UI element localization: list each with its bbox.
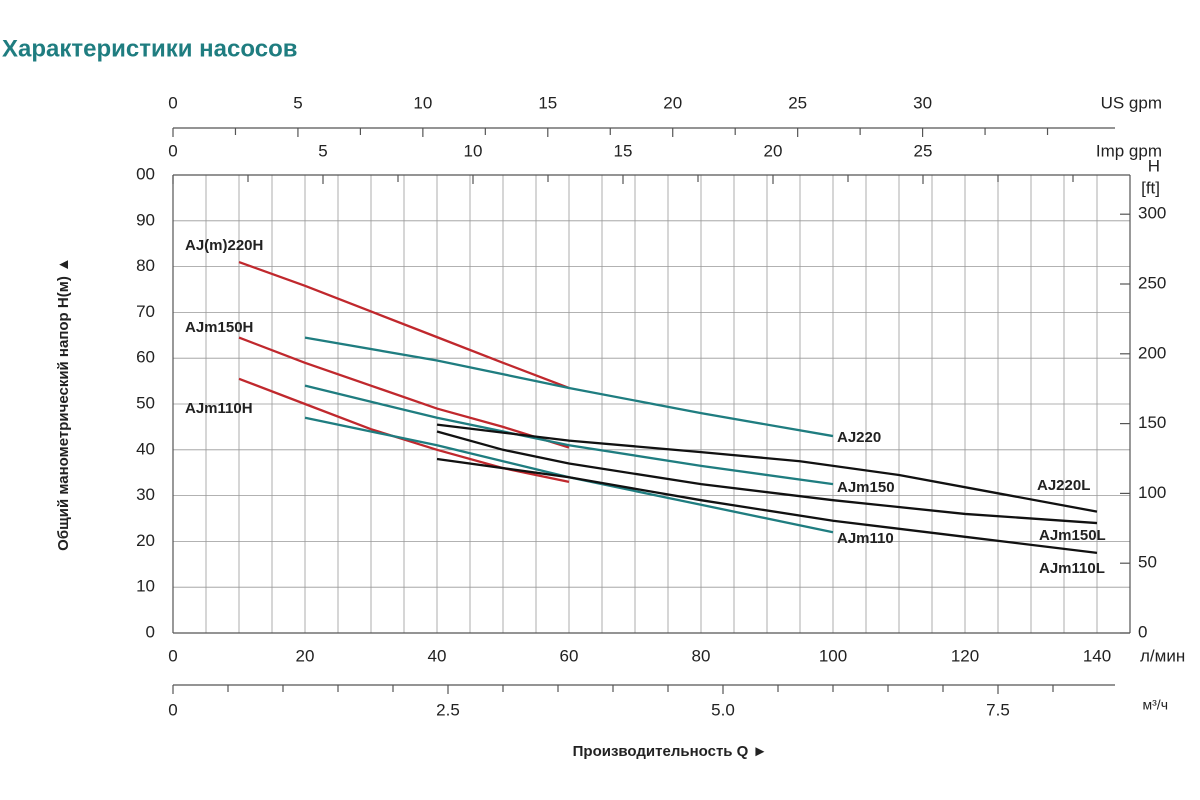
tick-label: 2.5 [436, 700, 460, 719]
tick-label: 5.0 [711, 700, 735, 719]
y2-tick-label: 100 [1138, 483, 1166, 502]
series-label: AJ220L [1037, 477, 1090, 494]
chart-title: Характеристики насосов [2, 35, 297, 62]
y-tick-label: 90 [136, 210, 155, 229]
series-line [238, 336, 570, 449]
x-tick-label: 0 [168, 646, 177, 665]
tick-label: 0 [168, 700, 177, 719]
tick-label: 0 [168, 141, 177, 160]
x-tick-label: 120 [951, 646, 979, 665]
series-line [238, 260, 570, 390]
y-tick-label: 60 [136, 348, 155, 367]
y2-axis-label: [ft] [1141, 178, 1160, 197]
axis-unit: м³/ч [1143, 697, 1168, 713]
y-tick-label: 0 [146, 622, 155, 641]
y-tick-label: 40 [136, 439, 155, 458]
series-line [304, 384, 834, 486]
y-tick-label: 50 [136, 393, 155, 412]
tick-label: 10 [464, 141, 483, 160]
series-label: AJm150 [837, 479, 895, 496]
x-unit: л/мин [1140, 646, 1185, 665]
series-line [436, 430, 1098, 525]
tick-label: 25 [914, 141, 933, 160]
axis-unit: US gpm [1101, 93, 1162, 112]
tick-label: 0 [168, 93, 177, 112]
x-tick-label: 140 [1083, 646, 1111, 665]
series-line [304, 336, 834, 438]
x-tick-label: 100 [819, 646, 847, 665]
y2-tick-label: 0 [1138, 622, 1147, 641]
y2-tick-label: 200 [1138, 343, 1166, 362]
series-label: AJm110H [185, 400, 253, 417]
y2-tick-label: 150 [1138, 413, 1166, 432]
tick-label: 25 [788, 93, 807, 112]
tick-label: 5 [293, 93, 302, 112]
tick-label: 7.5 [986, 700, 1010, 719]
x-tick-label: 40 [428, 646, 447, 665]
series-label: AJ220 [837, 429, 881, 446]
x-tick-label: 60 [560, 646, 579, 665]
x-axis-label: Производительность Q ► [573, 743, 768, 760]
series-label: AJ(m)220H [185, 237, 263, 254]
y-axis-label: Общий манометрический напор H(м) ▲ [55, 257, 72, 551]
y-tick-label: 80 [136, 256, 155, 275]
tick-label: 20 [764, 141, 783, 160]
y-tick-label: 20 [136, 531, 155, 550]
x-tick-label: 80 [692, 646, 711, 665]
y-tick-label: 30 [136, 485, 155, 504]
tick-label: 20 [663, 93, 682, 112]
tick-label: 30 [913, 93, 932, 112]
series-line [436, 423, 1098, 513]
series-label: AJm110 [837, 530, 894, 547]
y-tick-label: 00 [136, 164, 155, 183]
y2-tick-label: 250 [1138, 273, 1166, 292]
tick-label: 10 [413, 93, 432, 112]
series-label: AJm150H [185, 319, 253, 336]
series-label: AJm150L [1039, 527, 1106, 544]
tick-label: 5 [318, 141, 327, 160]
y2-tick-label: 300 [1138, 204, 1166, 223]
y2-axis-label: H [1148, 156, 1160, 175]
y2-tick-label: 50 [1138, 553, 1157, 572]
tick-label: 15 [538, 93, 557, 112]
tick-label: 15 [614, 141, 633, 160]
axis-unit: Imp gpm [1096, 141, 1162, 160]
y-tick-label: 70 [136, 302, 155, 321]
series-label: AJm110L [1039, 560, 1105, 577]
series-line [436, 457, 1098, 554]
y-tick-label: 10 [136, 577, 155, 596]
x-tick-label: 20 [296, 646, 315, 665]
